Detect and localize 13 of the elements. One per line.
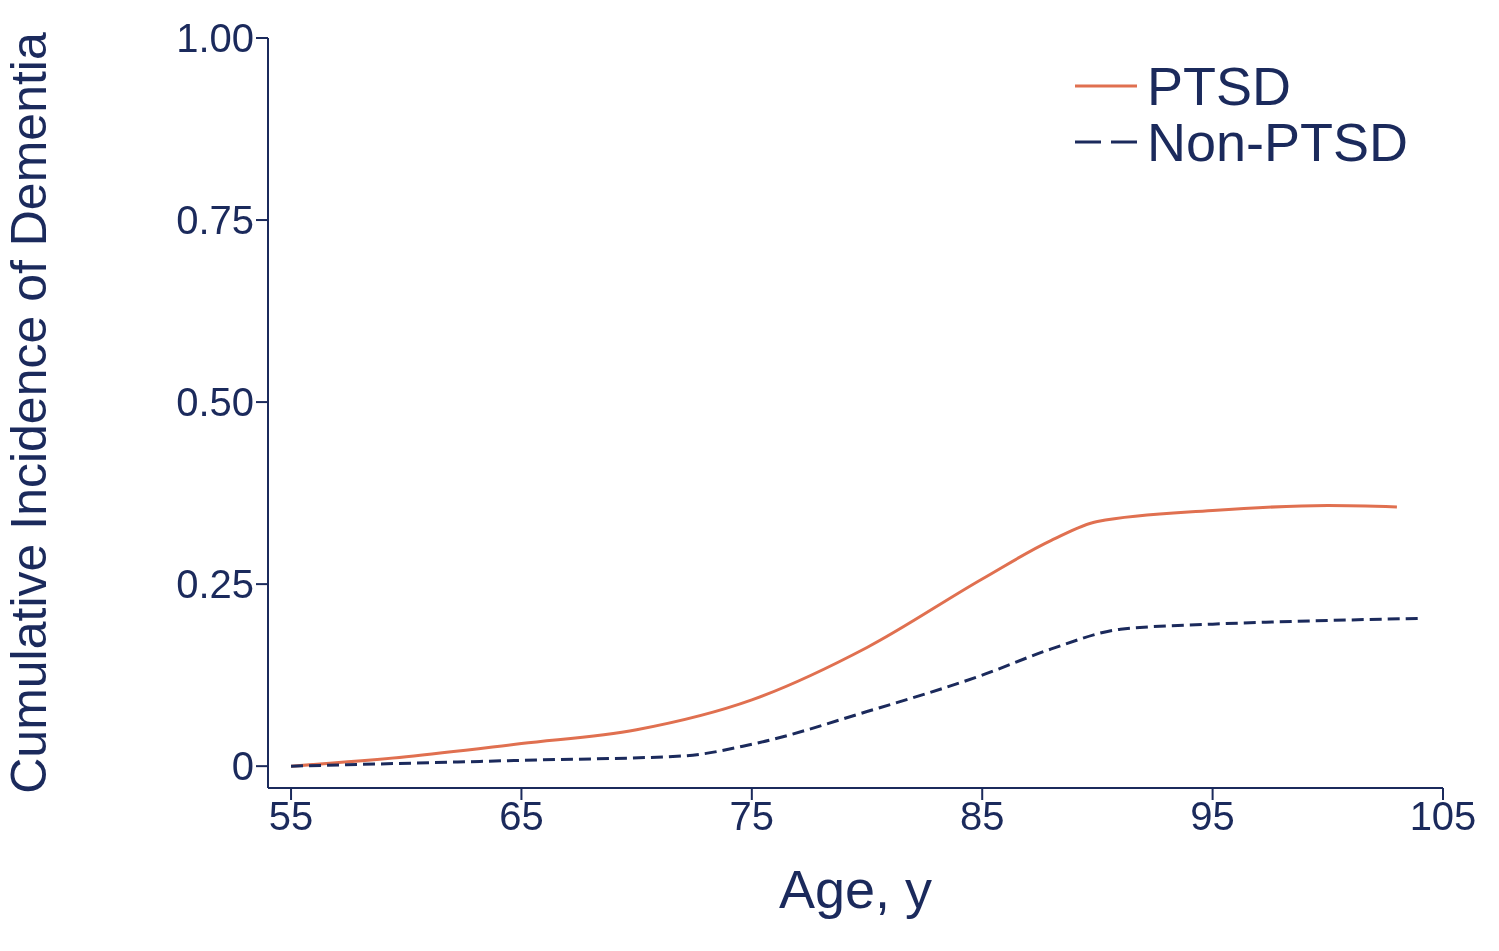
x-tick-label: 75 <box>729 794 775 839</box>
x-tick-label: 105 <box>1409 794 1477 839</box>
y-tick-label: 0.50 <box>176 380 254 425</box>
y-axis-title: Cumulative Incidence of Dementia <box>0 32 57 794</box>
x-tick-label: 55 <box>268 794 314 839</box>
x-tick-label: 95 <box>1190 794 1235 839</box>
x-tick-label: 65 <box>499 794 544 839</box>
x-tick-label: 85 <box>959 794 1005 839</box>
y-tick-label: 0 <box>231 744 254 789</box>
y-tick-label: 0.75 <box>176 198 254 243</box>
x-axis-title: Age, y <box>778 859 933 919</box>
y-tick-label: 0.25 <box>176 562 254 607</box>
y-tick-label: 1.00 <box>176 16 254 61</box>
